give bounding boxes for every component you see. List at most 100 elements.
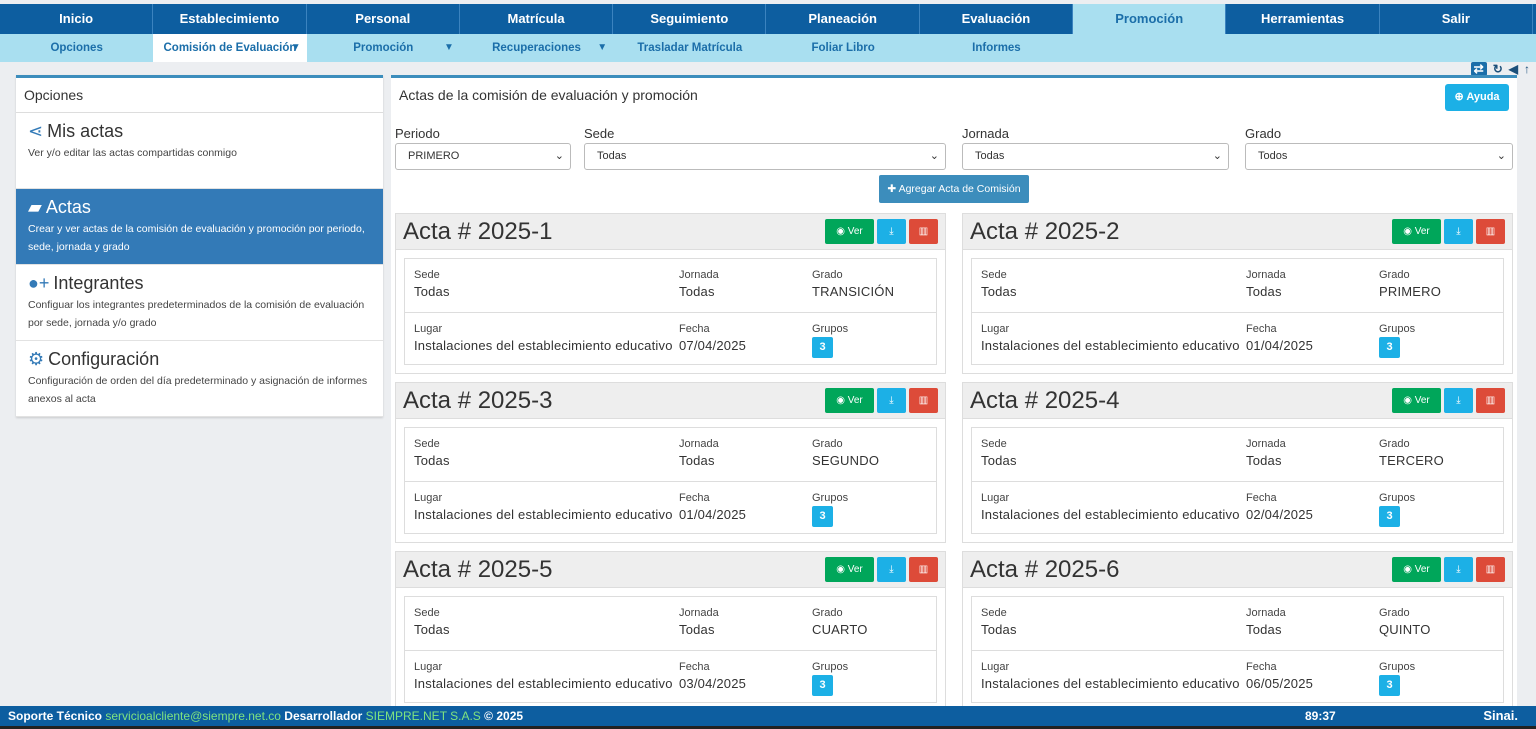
card-row: Lugar Instalaciones del establecimiento e… <box>405 481 936 534</box>
value-grado: SEGUNDO <box>812 453 880 468</box>
cell-grupos: Grupos 3 <box>1379 323 1415 358</box>
panel-title: Actas de la comisión de evaluación y pro… <box>399 87 698 103</box>
ver-button[interactable]: ◉ Ver <box>825 388 874 413</box>
value-grado: QUINTO <box>1379 622 1431 637</box>
grupos-badge[interactable]: 3 <box>1379 337 1400 358</box>
label-grado: Grado <box>812 607 843 619</box>
up-arrow-icon[interactable]: ↑ <box>1524 62 1530 76</box>
back-icon[interactable]: ◀ <box>1508 62 1518 76</box>
value-sede: Todas <box>414 622 450 637</box>
card-header: Acta # 2025-3 ◉ Ver ⤓ ▥ <box>396 383 945 419</box>
nav-personal[interactable]: Personal <box>307 4 460 34</box>
value-lugar: Instalaciones del establecimiento educat… <box>414 507 673 522</box>
value-jornada: Todas <box>679 453 715 468</box>
download-button[interactable]: ⤓ <box>1444 219 1473 244</box>
download-button[interactable]: ⤓ <box>1444 557 1473 582</box>
label-fecha: Fecha <box>679 323 710 335</box>
nav-evaluacion[interactable]: Evaluación <box>920 4 1074 34</box>
ver-button[interactable]: ◉ Ver <box>825 219 874 244</box>
card-actions: ◉ Ver ⤓ ▥ <box>825 219 938 244</box>
subnav-recuperaciones[interactable]: Recuperaciones ▼ <box>460 34 613 62</box>
grupos-badge[interactable]: 3 <box>1379 506 1400 527</box>
switch-icon[interactable]: ⇄ <box>1470 62 1487 76</box>
footer-copyright: © 2025 <box>484 709 524 723</box>
nav-inicio[interactable]: Inicio <box>0 4 154 34</box>
refresh-icon[interactable]: ↻ <box>1492 62 1503 76</box>
subnav-trasladar-label: Trasladar Matrícula <box>637 42 743 54</box>
footer-email-link[interactable]: servicioalcliente@siempre.net.co <box>105 709 281 723</box>
grupos-badge[interactable]: 3 <box>812 337 833 358</box>
eye-icon: ◉ <box>1403 226 1412 237</box>
cell-sede: Sede Todas <box>981 438 1017 468</box>
trash-icon: ▥ <box>918 395 929 406</box>
label-fecha: Fecha <box>1246 661 1277 673</box>
subnav-informes-label: Informes <box>972 42 1021 54</box>
grupos-badge[interactable]: 3 <box>812 675 833 696</box>
nav-seguimiento[interactable]: Seguimiento <box>613 4 767 34</box>
value-grado: TRANSICIÓN <box>812 284 895 299</box>
subnav-opciones[interactable]: Opciones <box>0 34 153 62</box>
value-fecha: 06/05/2025 <box>1246 676 1314 691</box>
footer-company-link[interactable]: SIEMPRE.NET S.A.S <box>365 709 481 723</box>
jornada-select[interactable]: Todas ⌄ <box>962 143 1229 170</box>
sede-select[interactable]: Todas ⌄ <box>584 143 946 170</box>
ver-button[interactable]: ◉ Ver <box>1392 219 1441 244</box>
download-button[interactable]: ⤓ <box>877 557 906 582</box>
nav-herramientas[interactable]: Herramientas <box>1226 4 1380 34</box>
option-configuracion[interactable]: ⚙ Configuración Configuración de orden de… <box>16 341 383 417</box>
download-icon: ⤓ <box>889 226 894 237</box>
ver-button[interactable]: ◉ Ver <box>1392 388 1441 413</box>
delete-button[interactable]: ▥ <box>1476 557 1505 582</box>
cell-fecha: Fecha 01/04/2025 <box>679 492 746 522</box>
nav-matricula[interactable]: Matrícula <box>460 4 614 34</box>
delete-button[interactable]: ▥ <box>909 388 938 413</box>
subnav-comision[interactable]: Comisión de Evaluación ▼ <box>153 34 307 62</box>
subnav-informes[interactable]: Informes <box>920 34 1073 62</box>
cell-fecha: Fecha 07/04/2025 <box>679 323 746 353</box>
nav-salir[interactable]: Salir <box>1380 4 1533 34</box>
grado-select[interactable]: Todos ⌄ <box>1245 143 1513 170</box>
ver-button[interactable]: ◉ Ver <box>825 557 874 582</box>
add-acta-button[interactable]: ✚ Agregar Acta de Comisión <box>879 175 1029 203</box>
delete-button[interactable]: ▥ <box>1476 219 1505 244</box>
card-body: Sede Todas Jornada Todas Grado TERCERO Lugar In… <box>971 427 1504 534</box>
help-button[interactable]: ⊕ Ayuda <box>1445 84 1509 111</box>
trash-icon: ▥ <box>918 564 929 575</box>
ver-button[interactable]: ◉ Ver <box>1392 557 1441 582</box>
delete-button[interactable]: ▥ <box>1476 388 1505 413</box>
label-sede: Sede <box>981 607 1007 619</box>
nav-establecimiento[interactable]: Establecimiento <box>153 4 307 34</box>
nav-promocion[interactable]: Promoción <box>1073 4 1227 34</box>
filter-sede: Sede Todas ⌄ <box>584 126 946 170</box>
subnav-promocion-label: Promoción <box>353 42 414 54</box>
option-title: Configuración <box>48 349 160 369</box>
card-row: Sede Todas Jornada Todas Grado QUINTO <box>972 597 1503 650</box>
option-mis-actas[interactable]: ⋖ Mis actas Ver y/o editar las actas comp… <box>16 113 383 189</box>
periodo-select[interactable]: PRIMERO ⌄ <box>395 143 571 170</box>
nav-planeacion[interactable]: Planeación <box>766 4 920 34</box>
card-row: Lugar Instalaciones del establecimiento e… <box>972 312 1503 365</box>
label-grupos: Grupos <box>1379 492 1416 504</box>
cell-sede: Sede Todas <box>981 607 1017 637</box>
select-value: Todas <box>975 150 1005 162</box>
card-title: Acta # 2025-3 <box>403 387 553 414</box>
option-title: Actas <box>45 197 91 217</box>
cell-grupos: Grupos 3 <box>812 323 848 358</box>
download-button[interactable]: ⤓ <box>877 219 906 244</box>
grupos-badge[interactable]: 3 <box>812 506 833 527</box>
label-lugar: Lugar <box>414 661 443 673</box>
option-integrantes[interactable]: ●+ Integrantes Configuar los integrantes … <box>16 265 383 341</box>
cell-lugar: Lugar Instalaciones del establecimiento e… <box>414 661 673 691</box>
label-lugar: Lugar <box>414 323 443 335</box>
subnav-trasladar[interactable]: Trasladar Matrícula <box>613 34 766 62</box>
download-button[interactable]: ⤓ <box>1444 388 1473 413</box>
download-button[interactable]: ⤓ <box>877 388 906 413</box>
grupos-badge[interactable]: 3 <box>1379 675 1400 696</box>
delete-button[interactable]: ▥ <box>909 219 938 244</box>
subnav-foliar[interactable]: Foliar Libro <box>766 34 919 62</box>
option-actas[interactable]: ▰ Actas Crear y ver actas de la comisión … <box>16 189 383 265</box>
delete-button[interactable]: ▥ <box>909 557 938 582</box>
cell-jornada: Jornada Todas <box>1246 438 1286 468</box>
globe-icon: ⊕ <box>1454 91 1464 103</box>
subnav-promocion[interactable]: Promoción ▼ <box>307 34 460 62</box>
